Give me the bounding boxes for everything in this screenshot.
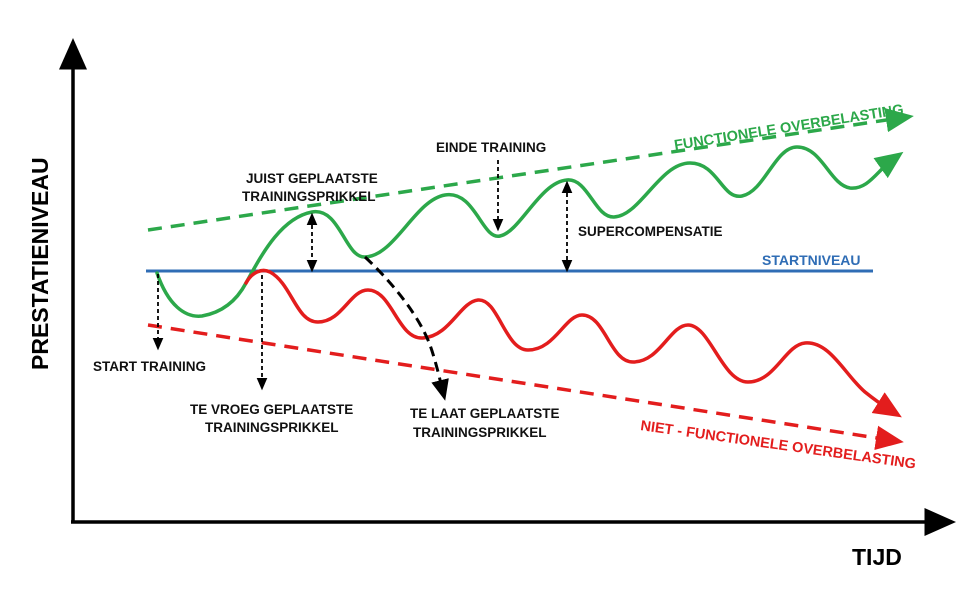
late-stimulus-label-1: TE LAAT GEPLAATSTE [410, 406, 560, 421]
start-training-label: START TRAINING [93, 359, 206, 374]
late-stimulus-label-2: TRAININGSPRIKKEL [413, 425, 547, 440]
correct-stimulus-label-2: TRAININGSPRIKKEL [242, 189, 376, 204]
late-stimulus-curve [363, 255, 449, 401]
functional-label: FUNCTIONELE OVERBELASTING [673, 102, 905, 154]
supercompensation-label: SUPERCOMPENSATIE [578, 224, 723, 239]
y-axis-label: PRESTATIENIVEAU [27, 157, 53, 370]
correct-stimulus-label-1: JUIST GEPLAATSTE [246, 171, 378, 186]
early-stimulus-label-1: TE VROEG GEPLAATSTE [190, 402, 353, 417]
functional-trend-line [147, 107, 914, 232]
early-stimulus-label-2: TRAININGSPRIKKEL [205, 420, 339, 435]
end-training-label: EINDE TRAINING [436, 140, 546, 155]
green-performance-curve [155, 145, 904, 318]
non-functional-label: NIET - FUNCTIONELE OVERBELASTING [639, 418, 916, 473]
non-functional-trend-line [147, 323, 904, 450]
red-performance-curve [244, 268, 902, 418]
baseline-label: STARTNIVEAU [762, 252, 861, 268]
x-axis-label: TIJD [852, 544, 902, 570]
